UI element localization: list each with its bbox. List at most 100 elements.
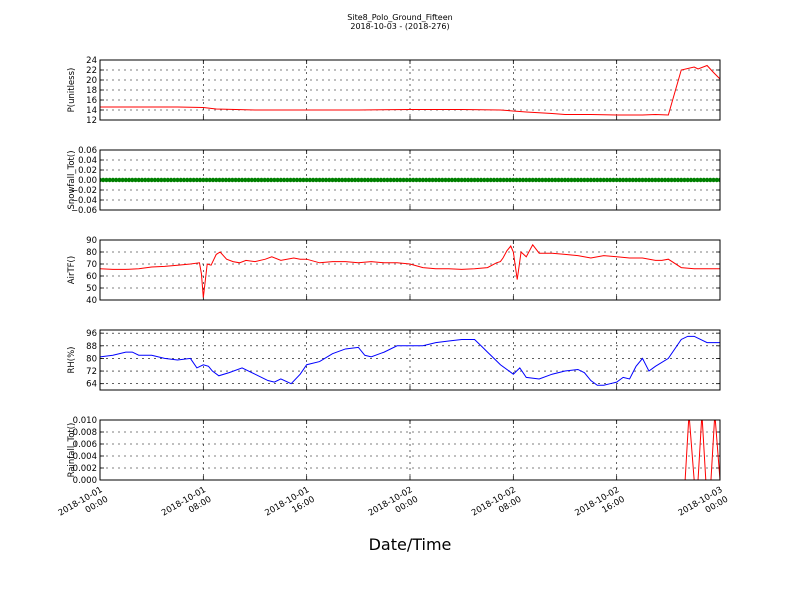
data-point — [407, 177, 413, 183]
series-line-5 — [100, 420, 720, 480]
data-point — [339, 177, 345, 183]
y-tick-label: 96 — [86, 329, 97, 339]
y-tick-label: 0.02 — [78, 166, 97, 176]
data-point — [172, 177, 177, 183]
data-point — [708, 177, 713, 183]
y-tick-label: 80 — [86, 354, 97, 364]
data-point — [246, 177, 251, 183]
data-point — [469, 177, 474, 183]
panel-4: 64 72 80 88 96 RH(%) — [67, 329, 721, 391]
data-point — [301, 177, 306, 183]
data-point — [653, 177, 658, 183]
data-point — [123, 177, 129, 183]
data-point — [575, 177, 581, 183]
y-tick-label: 0.004 — [73, 452, 97, 462]
data-point — [562, 177, 568, 183]
data-point — [498, 177, 503, 183]
data-point — [417, 177, 422, 183]
data-point — [659, 177, 665, 183]
data-point — [527, 177, 532, 183]
data-point — [701, 177, 707, 183]
data-point — [188, 177, 193, 183]
data-point — [656, 177, 661, 183]
y-tick-label: 0.006 — [73, 440, 97, 450]
y-tick-label: 0.000 — [73, 476, 97, 486]
data-point — [507, 177, 513, 183]
data-point — [601, 177, 606, 183]
data-point — [184, 177, 190, 183]
snowfall-points — [100, 177, 720, 183]
data-point — [475, 177, 481, 183]
data-point — [514, 177, 519, 183]
data-point — [414, 177, 419, 183]
data-point — [104, 177, 109, 183]
data-point — [239, 177, 245, 183]
data-point — [220, 177, 225, 183]
data-point — [385, 177, 390, 183]
y-tick-label: 0.04 — [78, 156, 97, 166]
data-point — [310, 177, 316, 183]
data-point — [346, 177, 351, 183]
data-point — [672, 177, 677, 183]
data-point — [146, 177, 151, 183]
data-point — [178, 177, 183, 183]
data-point — [637, 177, 642, 183]
data-point — [533, 177, 539, 183]
panel-frame — [99, 329, 721, 391]
data-point — [443, 177, 448, 183]
data-point — [404, 177, 409, 183]
data-point — [717, 177, 720, 183]
y-tick-label: 0.010 — [73, 416, 97, 426]
data-point — [352, 177, 358, 183]
y-axis-label: Snowfall_Tot() — [67, 150, 77, 209]
y-tick-label: 18 — [86, 86, 97, 96]
data-point — [162, 177, 167, 183]
data-point — [420, 177, 426, 183]
panel-frame — [99, 239, 721, 301]
data-point — [598, 177, 603, 183]
panel-frame — [99, 149, 721, 211]
data-point — [252, 177, 258, 183]
data-point — [630, 177, 636, 183]
data-point — [440, 177, 445, 183]
data-point — [320, 177, 326, 183]
data-point — [249, 177, 254, 183]
y-tick-label: 12 — [86, 116, 97, 126]
data-point — [181, 177, 187, 183]
data-point — [488, 177, 493, 183]
data-point — [478, 177, 484, 183]
data-point — [139, 177, 145, 183]
data-point — [608, 177, 613, 183]
data-point — [401, 177, 406, 183]
y-tick-label: 60 — [86, 272, 97, 282]
data-point — [520, 177, 526, 183]
data-point — [675, 177, 681, 183]
data-point — [168, 177, 174, 183]
y-tick-label: 80 — [86, 248, 97, 258]
data-point — [695, 177, 700, 183]
data-point — [633, 177, 639, 183]
panel-2: −0.06−0.04−0.020.000.020.040.06Snowfall_… — [67, 146, 721, 216]
data-point — [262, 177, 267, 183]
data-point — [536, 177, 542, 183]
y-axis-label: Rainfall_Tot() — [67, 423, 77, 478]
data-point — [662, 177, 668, 183]
data-point — [504, 177, 510, 183]
data-point — [543, 177, 548, 183]
data-point — [120, 177, 125, 183]
data-point — [359, 177, 364, 183]
data-point — [343, 177, 348, 183]
data-point — [378, 177, 384, 183]
series-line-1 — [100, 64, 720, 116]
data-point — [459, 177, 464, 183]
data-point — [482, 177, 487, 183]
data-point — [388, 177, 393, 183]
data-point — [381, 177, 387, 183]
data-point — [511, 177, 516, 183]
